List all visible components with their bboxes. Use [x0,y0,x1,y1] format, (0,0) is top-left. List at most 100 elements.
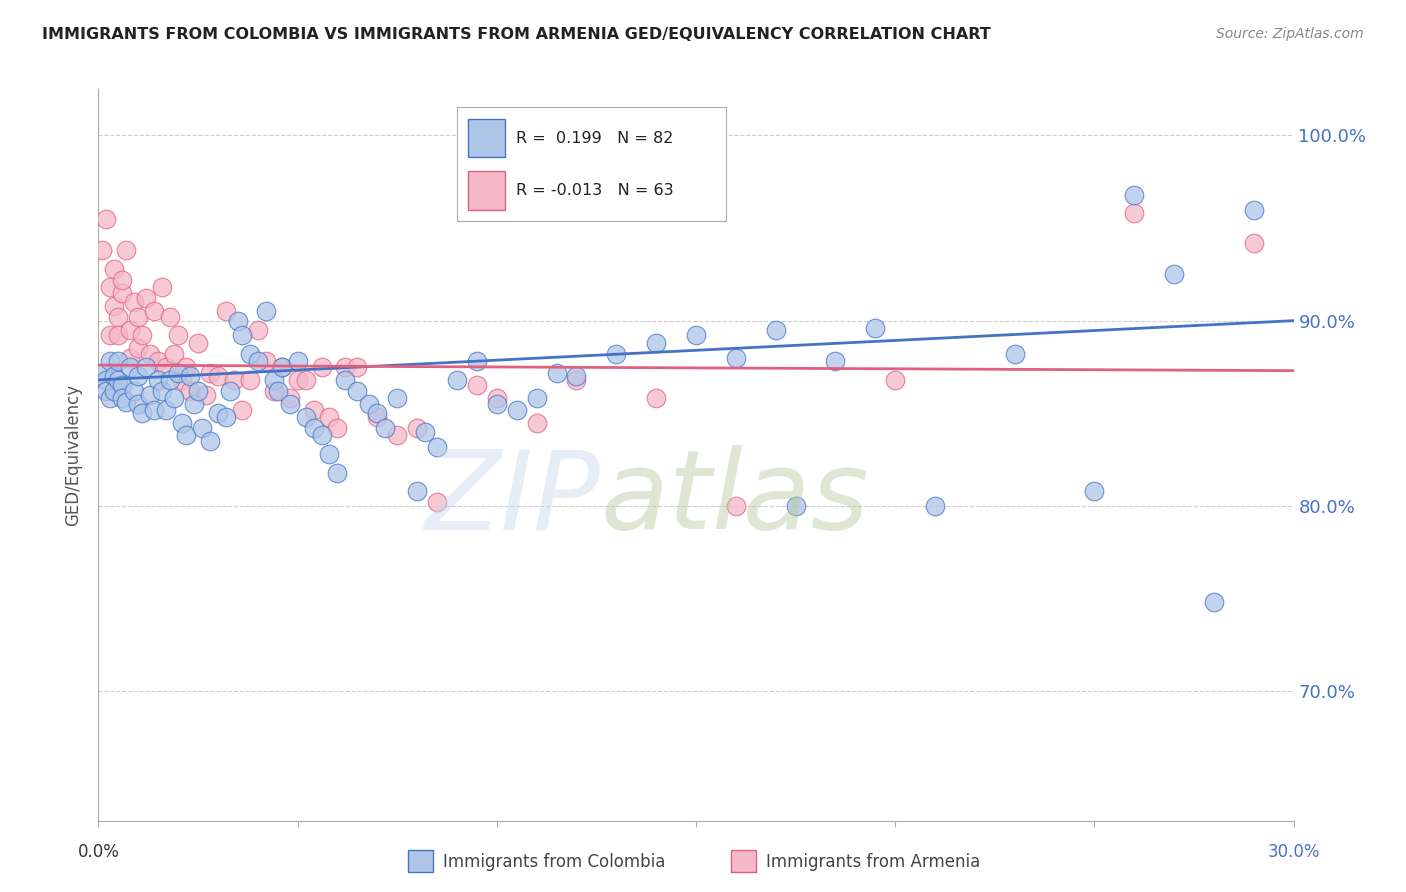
Point [172,373,194,387]
Point [526,392,548,406]
Point [785,499,807,513]
Point [605,347,627,361]
Point [385,428,409,442]
Point [195,388,218,402]
Point [103,369,125,384]
Point [426,495,449,509]
Point [103,261,125,276]
Point [1004,347,1026,361]
Point [270,359,292,374]
Point [155,402,177,417]
Point [103,384,125,398]
Point [346,384,368,398]
Point [366,406,388,420]
Point [139,347,162,361]
Point [335,373,357,387]
Point [96,211,118,226]
Point [100,354,122,368]
Point [485,392,508,406]
Point [167,366,190,380]
Point [374,421,396,435]
Point [127,397,149,411]
Point [207,406,229,420]
Point [135,359,157,374]
Point [172,416,194,430]
Point [124,384,146,398]
Point [335,359,357,374]
Point [267,384,290,398]
Point [385,392,409,406]
Point [863,321,887,335]
Point [485,397,508,411]
Point [226,313,249,327]
Point [406,421,429,435]
Point [302,421,325,435]
Point [198,434,221,448]
Point [215,409,238,424]
Point [924,499,946,513]
Point [100,392,122,406]
Point [179,369,201,384]
Point [465,378,488,392]
Point [111,392,134,406]
Y-axis label: GED/Equivalency: GED/Equivalency [65,384,83,526]
Point [239,347,262,361]
Point [824,354,846,368]
Point [222,373,245,387]
Point [326,466,349,480]
Point [346,359,368,374]
Point [127,310,149,324]
Point [246,354,269,368]
Point [167,328,190,343]
Text: IMMIGRANTS FROM COLOMBIA VS IMMIGRANTS FROM ARMENIA GED/EQUIVALENCY CORRELATION : IMMIGRANTS FROM COLOMBIA VS IMMIGRANTS F… [42,27,991,42]
Point [302,402,325,417]
Point [131,406,153,420]
Point [546,366,568,380]
Point [506,402,529,417]
Point [318,409,340,424]
Point [207,369,229,384]
Point [127,342,149,356]
Point [1243,202,1265,217]
Point [155,359,177,374]
Point [645,392,668,406]
Point [884,373,907,387]
Point [187,335,209,350]
Point [270,359,292,374]
Point [191,421,214,435]
Point [179,384,201,398]
Point [198,366,221,380]
Point [96,373,118,387]
Point [131,328,153,343]
Point [150,280,173,294]
Text: 30.0%: 30.0% [1267,843,1320,861]
Point [163,392,186,406]
Point [111,285,134,300]
Text: atlas: atlas [600,445,869,552]
Point [287,354,309,368]
Point [107,328,129,343]
Point [426,440,449,454]
Point [645,335,668,350]
Point [326,421,349,435]
Point [406,483,429,498]
Point [120,351,142,365]
Point [148,354,170,368]
Point [366,409,388,424]
Point [526,416,548,430]
Point [183,397,205,411]
Point [311,359,333,374]
Text: ZIP: ZIP [425,445,600,552]
Point [1243,235,1265,250]
Point [1202,595,1225,609]
Point [263,373,285,387]
Point [1163,268,1185,282]
Point [143,402,166,417]
Point [724,499,747,513]
Point [100,328,122,343]
Point [107,310,129,324]
Point [143,304,166,318]
Point [124,295,146,310]
Text: 0.0%: 0.0% [77,843,120,861]
Point [239,373,262,387]
